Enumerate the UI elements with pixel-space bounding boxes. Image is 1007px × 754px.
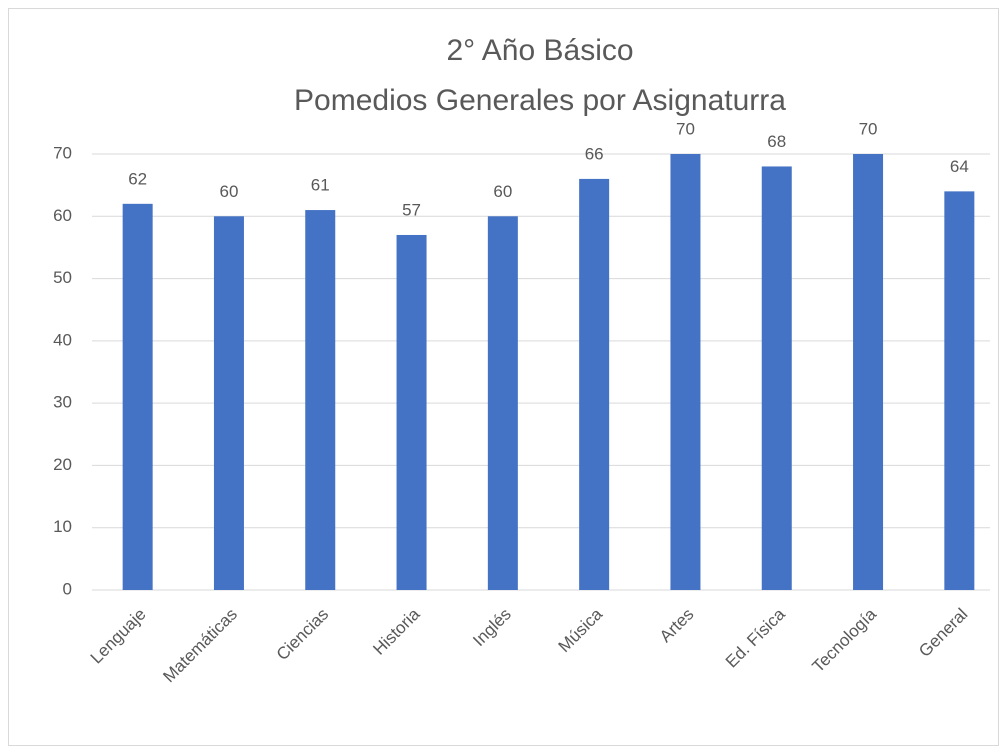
bar (761, 166, 792, 590)
data-label: 70 (676, 119, 695, 138)
y-tick-label: 10 (53, 517, 72, 536)
y-tick-label: 70 (53, 143, 72, 162)
bar (670, 154, 701, 590)
chart-title: 2° Año Básico (446, 34, 633, 67)
data-label: 60 (219, 182, 238, 201)
bar (122, 203, 153, 591)
data-label: 64 (950, 157, 969, 176)
data-label: 61 (311, 176, 330, 195)
data-label: 70 (859, 119, 878, 138)
y-tick-label: 50 (53, 268, 72, 287)
data-label: 57 (402, 200, 421, 219)
bar (396, 234, 427, 590)
y-tick-label: 0 (63, 579, 72, 598)
y-tick-label: 20 (53, 455, 72, 474)
bar (944, 191, 975, 590)
bar (305, 210, 336, 591)
data-label: 66 (585, 144, 604, 163)
y-tick-label: 30 (53, 393, 72, 412)
y-tick-label: 60 (53, 206, 72, 225)
data-label: 68 (767, 132, 786, 151)
data-label: 62 (128, 169, 147, 188)
data-label: 60 (493, 182, 512, 201)
bar (853, 154, 884, 590)
chart-subtitle: Pomedios Generales por Asignaturra (294, 84, 786, 117)
y-tick-label: 40 (53, 330, 72, 349)
bar (487, 216, 518, 591)
bar (213, 216, 244, 591)
bar (579, 178, 610, 590)
